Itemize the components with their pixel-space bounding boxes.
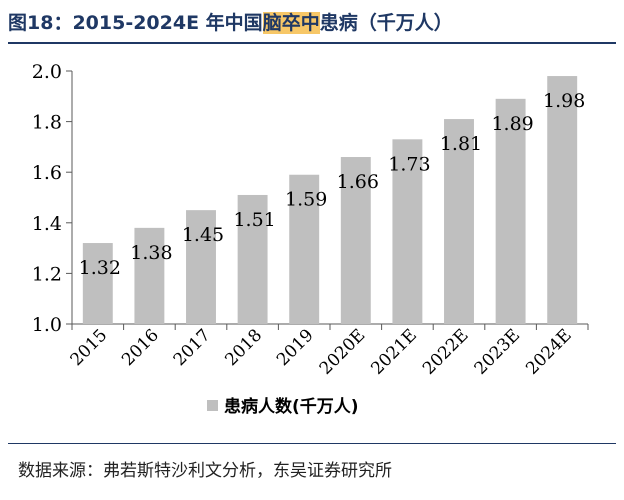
bar <box>392 139 423 324</box>
figure-title-prefix: 图18：2015-2024E 年中国 <box>8 12 263 34</box>
x-tick-label: 2015 <box>67 325 112 370</box>
x-tick-label: 2024E <box>522 325 576 379</box>
data-label: 1.32 <box>79 257 121 279</box>
x-tick-label: 2022E <box>419 325 473 379</box>
data-label: 1.38 <box>130 242 172 264</box>
bar-chart: 1.0 1.2 1.4 1.6 1.8 2.0 1.32 2015 1.38 2016 1.45 20… <box>32 61 589 417</box>
bar <box>289 174 320 324</box>
y-tick-label: 1.8 <box>32 112 62 134</box>
data-label: 1.73 <box>388 153 430 175</box>
legend-label: 患病人数(千万人) <box>224 396 359 417</box>
bar <box>495 98 526 324</box>
data-label: 1.45 <box>182 224 224 246</box>
x-tick-label: 2019 <box>273 325 318 370</box>
y-tick-label: 1.6 <box>32 162 62 184</box>
data-label: 1.51 <box>233 209 275 231</box>
figure-title-suffix: 患病（千万人） <box>319 12 453 34</box>
x-tick-label: 2023E <box>471 325 525 379</box>
data-label: 1.81 <box>440 133 482 155</box>
data-label: 1.59 <box>285 189 327 211</box>
x-tick-label: 2020E <box>316 325 370 379</box>
figure-title: 图18：2015-2024E 年中国脑卒中患病（千万人） <box>8 8 616 38</box>
bar <box>444 119 474 324</box>
bar <box>134 227 165 324</box>
data-label: 1.89 <box>491 113 533 135</box>
figure-title-highlight: 脑卒中 <box>262 12 320 34</box>
x-tick-label: 2018 <box>221 325 266 370</box>
source-rule <box>8 443 616 444</box>
bar <box>547 76 578 324</box>
bar <box>186 210 216 324</box>
y-tick-label: 1.2 <box>32 263 62 285</box>
x-tick-label: 2017 <box>170 325 215 370</box>
data-label: 1.98 <box>543 90 585 112</box>
bar <box>340 157 371 324</box>
x-tick-label: 2021E <box>367 325 421 379</box>
y-tick-label: 1.4 <box>32 213 62 235</box>
source-note: 数据来源：弗若斯特沙利文分析，东吴证券研究所 <box>18 461 392 481</box>
x-tick-label: 2016 <box>118 325 163 370</box>
y-tick-label: 1.0 <box>32 314 62 336</box>
bar <box>82 243 113 324</box>
bar <box>237 194 268 324</box>
y-tick-label: 2.0 <box>32 61 62 83</box>
chart-container: 1.0 1.2 1.4 1.6 1.8 2.0 1.32 2015 1.38 2016 1.45 20… <box>0 44 624 434</box>
legend-swatch <box>207 400 218 411</box>
data-label: 1.66 <box>337 171 379 193</box>
title-rule <box>8 42 616 44</box>
